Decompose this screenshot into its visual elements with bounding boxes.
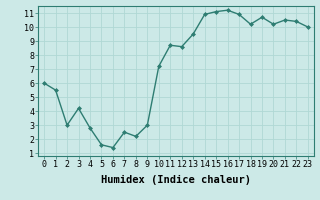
X-axis label: Humidex (Indice chaleur): Humidex (Indice chaleur)	[101, 175, 251, 185]
